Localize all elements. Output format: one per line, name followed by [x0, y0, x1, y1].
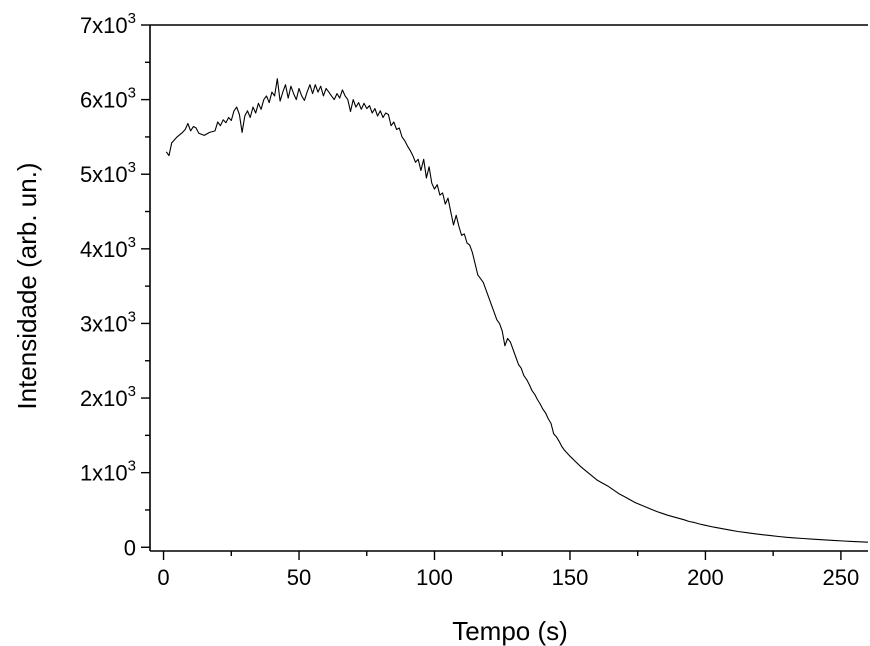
- y-tick-exponent: 3: [128, 308, 136, 325]
- y-tick-exponent: 3: [128, 159, 136, 176]
- y-tick-exponent: 3: [128, 85, 136, 102]
- y-tick-label: 2x103: [80, 383, 136, 411]
- x-tick-label: 50: [287, 565, 311, 590]
- plot-frame: [149, 24, 868, 552]
- x-tick-label: 200: [687, 565, 724, 590]
- y-tick-mantissa: 1x10: [80, 461, 128, 486]
- x-axis-title: Tempo (s): [452, 616, 568, 646]
- y-tick-label: 5x103: [80, 159, 136, 187]
- intensity-series-line: [165, 78, 869, 543]
- y-tick-mantissa: 5x10: [80, 162, 128, 187]
- y-tick-label: 7x103: [80, 10, 136, 38]
- y-tick-mantissa: 0: [124, 535, 136, 560]
- y-tick-exponent: 3: [128, 234, 136, 251]
- x-tick-label: 100: [416, 565, 453, 590]
- y-tick-mantissa: 3x10: [80, 311, 128, 336]
- y-tick-label: 0: [124, 535, 136, 560]
- y-tick-exponent: 3: [128, 10, 136, 27]
- y-tick-mantissa: 4x10: [80, 237, 128, 262]
- series-layer: [165, 78, 869, 543]
- x-tick-label: 250: [823, 565, 860, 590]
- y-axis-title: Intensidade (arb. un.): [12, 162, 42, 409]
- y-tick-label: 6x103: [80, 85, 136, 113]
- y-tick-label: 1x103: [80, 458, 136, 486]
- x-tick-label: 0: [157, 565, 169, 590]
- y-tick-label: 3x103: [80, 308, 136, 336]
- x-axis-ticks: 0 50 100 150 200 250: [157, 551, 859, 590]
- y-tick-mantissa: 2x10: [80, 386, 128, 411]
- y-tick-label: 4x103: [80, 234, 136, 262]
- x-tick-label: 150: [552, 565, 589, 590]
- y-tick-exponent: 3: [128, 383, 136, 400]
- y-tick-exponent: 3: [128, 458, 136, 475]
- y-tick-mantissa: 6x10: [80, 88, 128, 113]
- y-tick-mantissa: 7x10: [80, 13, 128, 38]
